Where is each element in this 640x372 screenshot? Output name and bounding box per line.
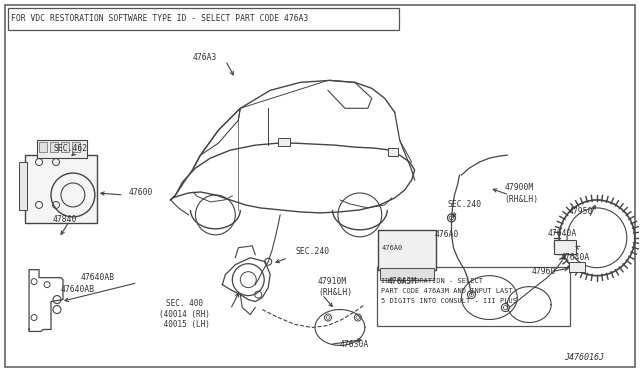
Text: 40015 (LH): 40015 (LH)	[159, 320, 209, 329]
Text: SEC.240: SEC.240	[447, 201, 482, 209]
FancyBboxPatch shape	[8, 8, 399, 30]
Bar	[388, 148, 397, 156]
Bar	[61, 142, 69, 152]
Bar	[72, 142, 80, 152]
Text: FOR VDC RESTORATION SOFTWARE TYPE ID - SELECT PART CODE 476A3: FOR VDC RESTORATION SOFTWARE TYPE ID - S…	[11, 14, 308, 23]
Text: 47630A: 47630A	[340, 340, 369, 349]
Text: SEC.462: SEC.462	[53, 144, 87, 153]
Text: 476A3M: 476A3M	[388, 277, 417, 286]
Text: 47910M: 47910M	[318, 277, 348, 286]
Text: 476A0: 476A0	[435, 230, 459, 239]
Bar	[37, 140, 87, 158]
Text: SEC. 400: SEC. 400	[166, 299, 203, 308]
Text: 476A0: 476A0	[382, 245, 403, 251]
Text: 47600: 47600	[129, 189, 153, 198]
Bar	[25, 155, 97, 223]
Bar	[19, 162, 27, 210]
Text: (RH&LH): (RH&LH)	[504, 195, 538, 205]
Text: (RH&LH): (RH&LH)	[318, 288, 352, 297]
Text: 47640AB: 47640AB	[61, 285, 95, 294]
Text: PART CODE 476A3M AND INPUT LAST: PART CODE 476A3M AND INPUT LAST	[381, 288, 513, 294]
Text: SEC.240: SEC.240	[295, 247, 329, 256]
Text: 476A3: 476A3	[193, 53, 217, 62]
Text: 47900M: 47900M	[504, 183, 534, 192]
Text: 47640A: 47640A	[561, 253, 590, 262]
Bar	[554, 240, 576, 254]
Text: 47840: 47840	[53, 215, 77, 224]
Text: J476016J: J476016J	[564, 353, 604, 362]
Bar	[278, 138, 290, 146]
Text: 47960: 47960	[531, 267, 556, 276]
Bar	[380, 268, 433, 280]
Text: 47950: 47950	[569, 208, 593, 217]
Bar	[39, 142, 47, 152]
Text: IDM RESTORATION - SELECT: IDM RESTORATION - SELECT	[381, 278, 483, 284]
FancyBboxPatch shape	[377, 267, 570, 327]
Text: 47640A: 47640A	[547, 229, 577, 238]
Bar	[569, 262, 585, 272]
Text: (40014 (RH): (40014 (RH)	[159, 310, 209, 319]
Bar	[378, 230, 436, 270]
Text: 47640AB: 47640AB	[81, 273, 115, 282]
Bar	[50, 142, 58, 152]
Text: 5 DIGITS INTO CONSULT - III PLUS: 5 DIGITS INTO CONSULT - III PLUS	[381, 298, 516, 304]
